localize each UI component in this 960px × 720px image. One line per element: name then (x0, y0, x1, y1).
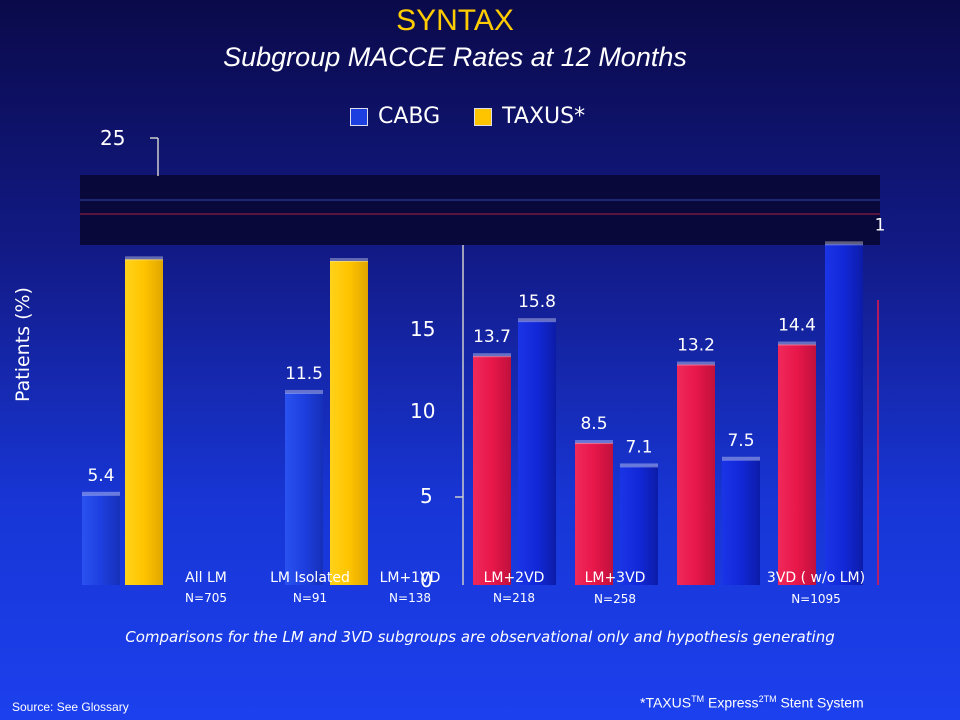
data-label: 1 (875, 215, 886, 235)
bar-cap (285, 389, 323, 394)
bar-cabg (285, 392, 323, 585)
n-label: N=1095 (791, 592, 841, 606)
bar-cap (677, 361, 715, 366)
bar-red (575, 443, 613, 585)
noise-band (80, 175, 880, 245)
cabg-swatch-icon (350, 107, 368, 126)
n-label: N=705 (185, 591, 227, 605)
bar-red (778, 344, 816, 585)
legend-label-cabg: CABG (378, 104, 441, 129)
category-label: LM+1VD (380, 570, 441, 586)
bar-cap (575, 440, 613, 445)
bar-red (473, 356, 511, 585)
bar-cap (518, 318, 556, 323)
bar-taxus (125, 259, 163, 585)
bar-cap (825, 241, 863, 246)
y-tick-label: 15 (410, 317, 435, 341)
data-label: 11.5 (285, 364, 323, 384)
legend-item-cabg: CABG (350, 104, 440, 129)
data-label: 7.5 (727, 431, 754, 451)
bar-red (677, 364, 715, 585)
bar-taxus (330, 261, 368, 585)
bar-cap (473, 353, 511, 358)
footnote-part: *TAXUS (640, 694, 692, 711)
taxus-swatch-icon (474, 107, 493, 126)
bar-dark_blue (518, 321, 556, 585)
footnote-part: Express (704, 694, 759, 711)
bar-dark_blue (722, 459, 760, 585)
chart-title: SYNTAX (396, 4, 514, 37)
y-tick-label: 25 (100, 126, 125, 150)
bar-cap (778, 341, 816, 346)
y-tick-label: 10 (410, 399, 435, 423)
bar-cap (82, 491, 120, 496)
legend: CABG TAXUS* (350, 104, 585, 129)
bar-cap (722, 456, 760, 461)
taxus-footnote: *TAXUSTM Express2TM Stent System (640, 694, 864, 711)
data-label: 14.4 (778, 316, 816, 336)
bar-cap (125, 256, 163, 261)
bar-cabg (82, 494, 120, 585)
data-label: 15.8 (518, 292, 556, 312)
n-label: N=91 (293, 591, 327, 605)
footnote-sup: 2TM (758, 694, 777, 704)
y-tick-label: 5 (420, 484, 433, 508)
n-label: N=258 (594, 592, 636, 606)
category-label: LM+3VD (585, 570, 646, 586)
legend-item-taxus: TAXUS* (474, 104, 585, 129)
data-label: 5.4 (87, 466, 114, 486)
data-label: 7.1 (625, 437, 652, 457)
y-tick-label: 0 (420, 568, 433, 592)
category-label: All LM (185, 570, 227, 586)
n-label: N=218 (493, 591, 535, 605)
source-text: Source: See Glossary (12, 700, 129, 714)
data-label: 8.5 (580, 414, 607, 434)
legend-label-taxus: TAXUS* (502, 104, 586, 129)
bar-dark_blue (620, 466, 658, 585)
footnote-sup: TM (691, 694, 705, 704)
category-label: LM Isolated (270, 570, 350, 586)
bar-cap (330, 258, 368, 263)
chart-subtitle: Subgroup MACCE Rates at 12 Months (223, 42, 687, 72)
observational-note: Comparisons for the LM and 3VD subgroups… (125, 628, 835, 646)
data-label: 13.7 (473, 327, 511, 347)
n-label: N=138 (389, 591, 431, 605)
footnote-part: Stent System (776, 694, 864, 711)
category-label: 3VD ( w/o LM) (767, 570, 865, 586)
bar-cap (620, 463, 658, 468)
category-label: LM+2VD (484, 570, 545, 586)
bar-dark_blue (825, 244, 863, 585)
data-label: 13.2 (677, 336, 715, 356)
